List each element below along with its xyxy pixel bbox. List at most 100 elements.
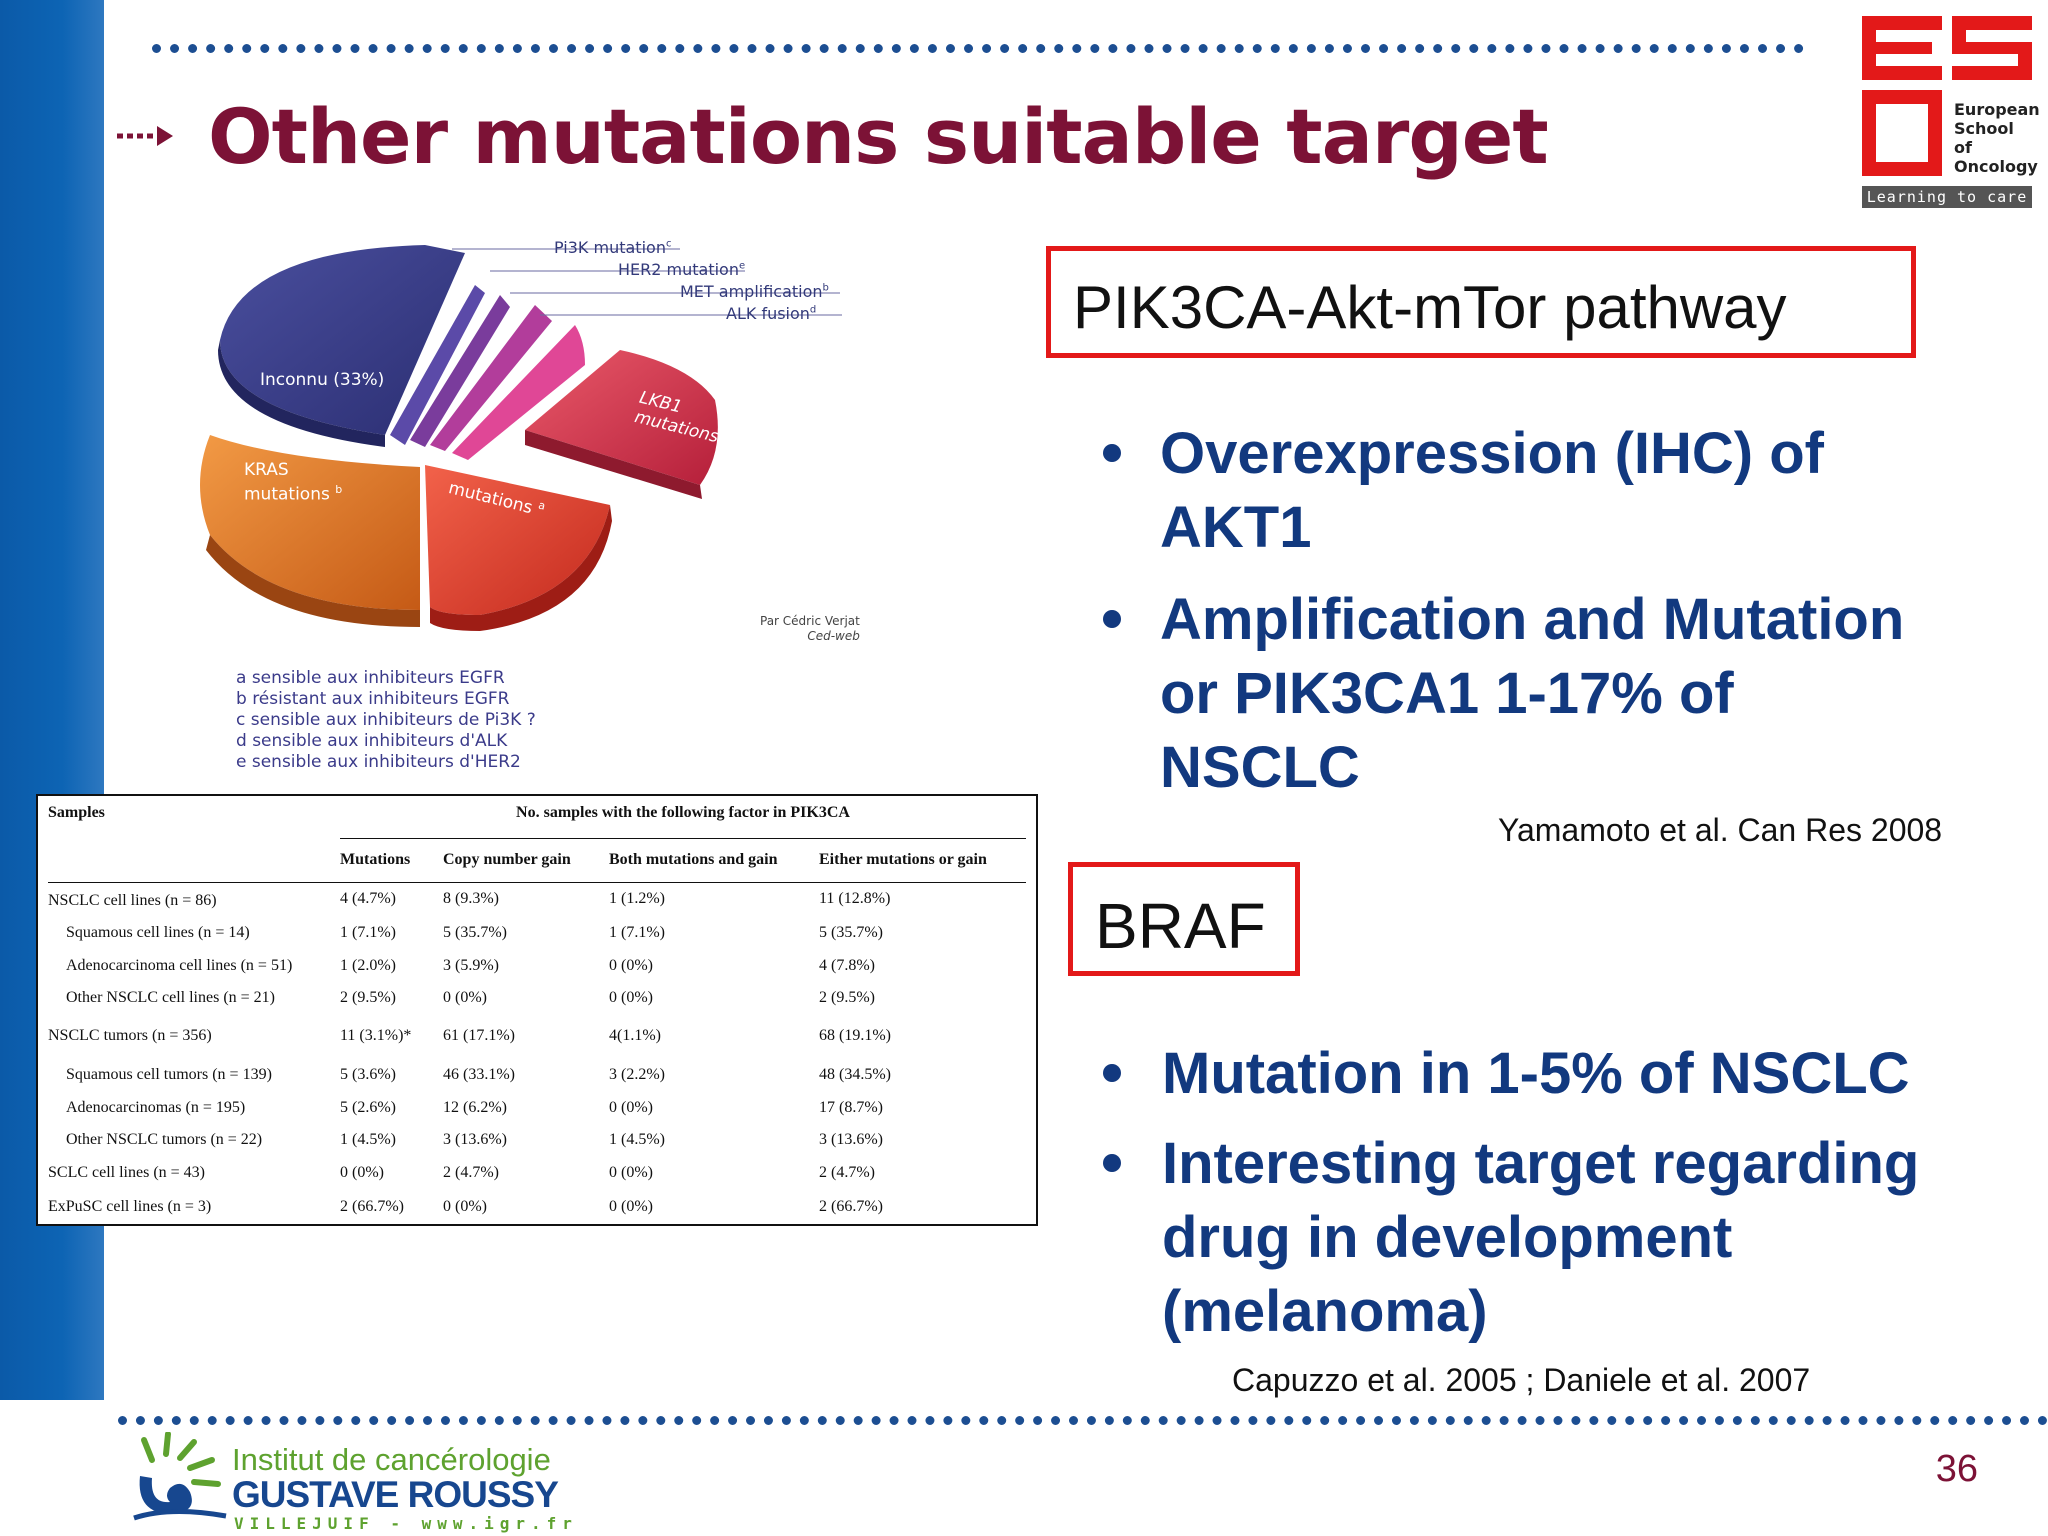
- table-header-group: No. samples with the following factor in…: [340, 804, 1026, 839]
- page-number: 36: [1935, 1448, 1978, 1490]
- pie-legend: a sensible aux inhibiteurs EGFR b résist…: [236, 668, 536, 773]
- table-cell: 2 (4.7%): [819, 1164, 875, 1181]
- pie-slice-her2: [410, 295, 510, 447]
- table-cell-sample: NSCLC tumors (n = 356): [48, 1027, 212, 1044]
- table-cell: 3 (2.2%): [609, 1066, 665, 1083]
- pie-slice-kras: [200, 435, 420, 610]
- table-cell: 3 (13.6%): [819, 1131, 883, 1148]
- table-cell: 11 (3.1%)*: [340, 1027, 412, 1044]
- table-cell: 0 (0%): [340, 1164, 384, 1181]
- legend-item: c sensible aux inhibiteurs de Pi3K ?: [236, 710, 536, 730]
- table-col-header: Mutations: [340, 851, 411, 868]
- pie-slice-alk: [452, 325, 585, 460]
- pik3ca-bullets: Overexpression (IHC) of AKT1 Amplificati…: [1100, 420, 2000, 820]
- legend-item: d sensible aux inhibiteurs d'ALK: [236, 731, 508, 751]
- pik3ca-bullet-1-line-1: Overexpression (IHC) of: [1160, 421, 1824, 486]
- table-row: Other NSCLC tumors (n = 22) 1 (4.5%) 3 (13…: [48, 1124, 1026, 1156]
- bullet-dot-icon: [1103, 1154, 1121, 1172]
- braf-citation: Capuzzo et al. 2005 ; Daniele et al. 200…: [1232, 1362, 1811, 1398]
- eso-logo-text: European School of Oncology: [1954, 100, 2040, 176]
- table-cell: 0 (0%): [609, 989, 653, 1006]
- table-cell: 68 (19.1%): [819, 1027, 891, 1044]
- table-cell: 1 (4.5%): [609, 1131, 665, 1148]
- pie-slice-egfr: [425, 465, 610, 615]
- table-col-header: Copy number gain: [443, 851, 571, 868]
- table-cell: 2 (66.7%): [340, 1198, 404, 1215]
- callout-met: MET amplificationb: [680, 282, 829, 301]
- table-row: Squamous cell lines (n = 14) 1 (7.1%) 5 (3…: [48, 916, 1026, 950]
- legend-item: b résistant aux inhibiteurs EGFR: [236, 689, 510, 709]
- table-cell: 3 (5.9%): [443, 957, 499, 974]
- table-cell-sample: Squamous cell lines (n = 14): [66, 924, 250, 941]
- bullet-dot-icon: [1103, 444, 1121, 462]
- pie-credit: Par Cédric Verjat Ced-web: [760, 614, 860, 643]
- pie-label-kras: KRAS mutations b: [244, 460, 343, 505]
- eso-logo-icon: [1862, 16, 2032, 176]
- igr-name-line-3: VILLEJUIF - www.igr.fr: [234, 1514, 578, 1533]
- pie-slice-egfr-side: [430, 505, 612, 631]
- pie-label-inconnu: Inconnu (33%): [260, 370, 385, 390]
- table-row: NSCLC tumors (n = 356) 11 (3.1%)* 61 (17.1…: [48, 1014, 1026, 1058]
- callout-alk: ALK fusiond: [726, 304, 817, 323]
- table-row: Adenocarcinoma cell lines (n = 51) 1 (2.0…: [48, 950, 1026, 982]
- pie-slice-kras-side: [206, 535, 420, 627]
- table-cell: 2 (9.5%): [340, 989, 396, 1006]
- pie-slice-pi3k: [390, 285, 485, 445]
- table-cell: 4 (7.8%): [819, 957, 875, 974]
- pie-slice-lkb1-side: [525, 430, 702, 499]
- table-cell: 0 (0%): [609, 1164, 653, 1181]
- table-cell: 2 (66.7%): [819, 1198, 883, 1215]
- pik3ca-pathway-box: PIK3CA-Akt-mTor pathway: [1046, 246, 1916, 358]
- callout-pi3k: Pi3K mutationc: [554, 238, 672, 257]
- left-blue-bar: [0, 0, 104, 1536]
- pie-chart: [200, 245, 842, 631]
- table-row: NSCLC cell lines (n = 86) 4 (4.7%) 8 (9.3%…: [48, 882, 1026, 916]
- table-cell: 2 (9.5%): [819, 989, 875, 1006]
- pie-slice-inconnu: [220, 245, 465, 435]
- table-row: Other NSCLC cell lines (n = 21) 2 (9.5%) 0…: [48, 982, 1026, 1014]
- table-cell: 1 (2.0%): [340, 957, 396, 974]
- braf-bullet-2-line-3: (melanoma): [1162, 1279, 1488, 1344]
- pie-slice-lkb1: [525, 350, 718, 485]
- pie-slice-inconnu-side: [218, 340, 385, 447]
- slide-title: Other mutations suitable target: [208, 92, 1549, 181]
- pik3ca-bullet-2-line-1: Amplification and Mutation: [1160, 587, 1905, 652]
- bullet-dot-icon: [1103, 1064, 1121, 1082]
- table-cell-sample: Other NSCLC tumors (n = 22): [66, 1131, 263, 1148]
- top-dotted-rule: [152, 44, 1804, 53]
- braf-bullet-2-line-1: Interesting target regarding: [1162, 1131, 1920, 1196]
- table-cell: 5 (35.7%): [443, 924, 507, 941]
- table-cell-sample: Other NSCLC cell lines (n = 21): [66, 989, 275, 1006]
- table-cell: 46 (33.1%): [443, 1066, 515, 1083]
- table-cell: 48 (34.5%): [819, 1066, 891, 1083]
- table-cell: 0 (0%): [443, 989, 487, 1006]
- table-cell-sample: Adenocarcinoma cell lines (n = 51): [66, 957, 293, 974]
- table-cell: 1 (1.2%): [609, 890, 665, 908]
- table-cell: 0 (0%): [443, 1198, 487, 1215]
- table-col-header: Both mutations and gain: [609, 851, 778, 868]
- pik3ca-bullet-2-line-2: or PIK3CA1 1-17% of: [1160, 661, 1734, 726]
- table-cell: 0 (0%): [609, 1099, 653, 1116]
- table-cell: 61 (17.1%): [443, 1027, 515, 1044]
- pik3ca-table: Samples No. samples with the following f…: [36, 794, 1038, 1226]
- table-cell: 8 (9.3%): [443, 890, 499, 908]
- table-cell: 0 (0%): [609, 957, 653, 974]
- table-cell: 1 (7.1%): [609, 924, 665, 941]
- table-cell-sample: Adenocarcinomas (n = 195): [66, 1099, 246, 1116]
- pik3ca-bullet-2-line-3: NSCLC: [1160, 735, 1360, 800]
- table-cell: 5 (2.6%): [340, 1099, 396, 1116]
- table-cell: 4 (4.7%): [340, 890, 396, 908]
- table-cell: 2 (4.7%): [443, 1164, 499, 1181]
- braf-bullet-1-line-1: Mutation in 1-5% of NSCLC: [1162, 1041, 1910, 1106]
- table-cell-sample: SCLC cell lines (n = 43): [48, 1164, 206, 1181]
- table-cell: 11 (12.8%): [819, 890, 891, 908]
- table-cell: 3 (13.6%): [443, 1131, 507, 1148]
- table-cell: 5 (35.7%): [819, 924, 883, 941]
- table-row: Squamous cell tumors (n = 139) 5 (3.6%) 46…: [48, 1058, 1026, 1092]
- title-arrow-icon: [117, 126, 173, 146]
- braf-bullet-2-line-2: drug in development: [1162, 1205, 1733, 1270]
- table-cell: 17 (8.7%): [819, 1099, 883, 1116]
- braf-box: BRAF: [1068, 862, 1300, 976]
- left-bar-bottom-gap: [0, 1400, 104, 1536]
- table-header-samples: Samples: [48, 804, 105, 821]
